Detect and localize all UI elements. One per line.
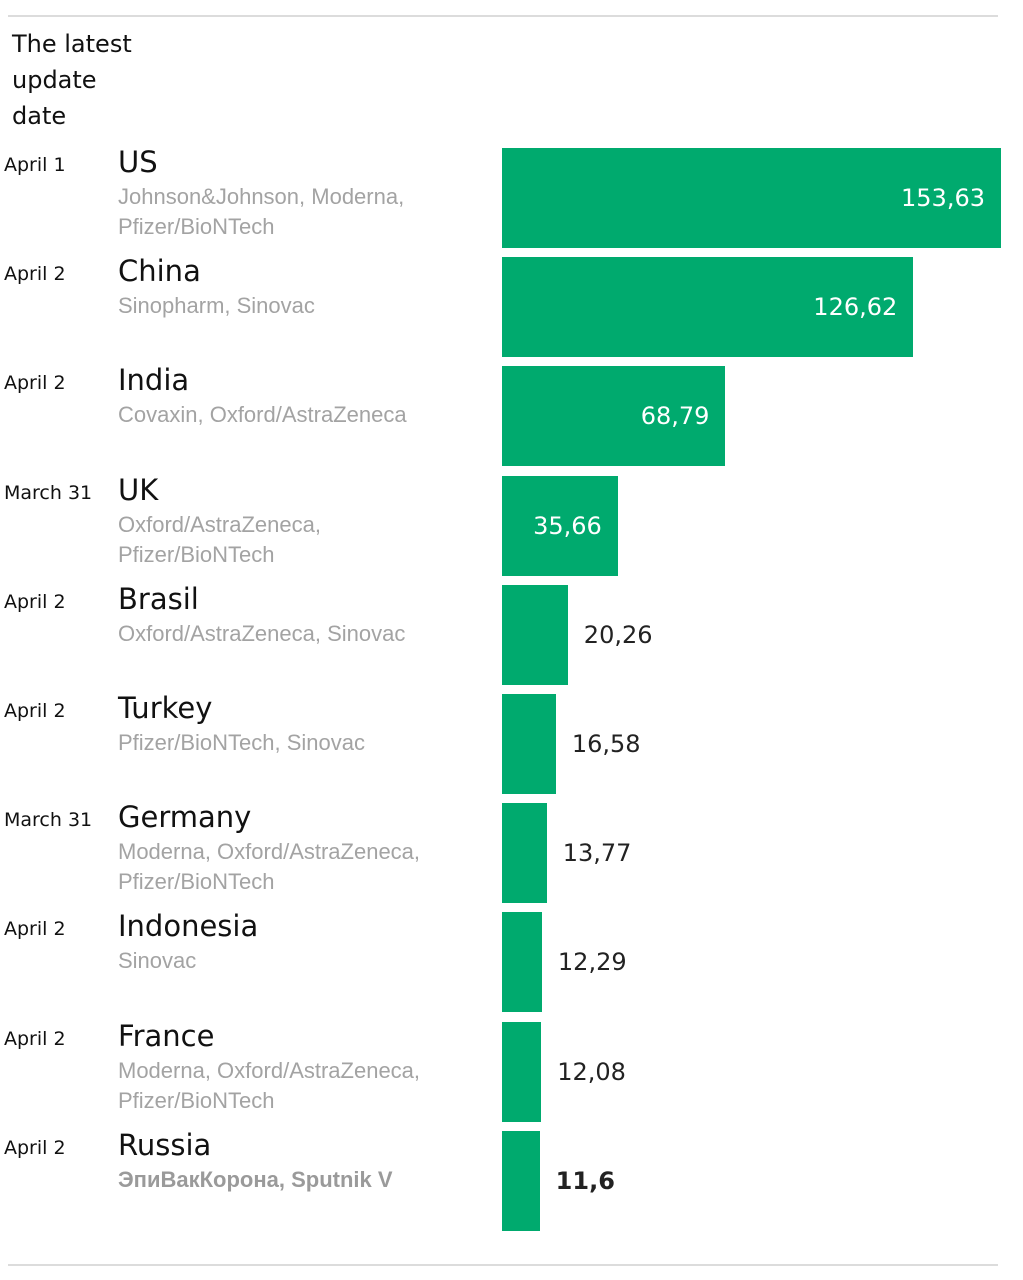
- value-bar: [502, 148, 1001, 248]
- value-bar: [502, 257, 914, 358]
- country-label: UK: [118, 472, 159, 507]
- chart-row: March 31 Germany Moderna, Oxford/AstraZene…: [0, 800, 1023, 904]
- vaccine-list: Moderna, Oxford/AstraZeneca, Pfizer/BioN…: [118, 839, 421, 895]
- value-bar: [502, 694, 556, 794]
- vaccine-list: Covaxin, Oxford/AstraZeneca: [118, 402, 407, 428]
- chart-row: April 2 Brasil Oxford/AstraZeneca, Sinovac…: [0, 581, 1023, 685]
- country-label: US: [118, 145, 158, 179]
- date-column-header: The latest update date: [12, 26, 152, 134]
- update-date: April 2: [4, 918, 66, 941]
- country-label: Russia: [118, 1127, 212, 1162]
- update-date: March 31: [4, 481, 93, 504]
- update-date: April 2: [4, 700, 66, 722]
- vaccine-list: Sinovac: [118, 948, 197, 974]
- value-label: 153,63: [901, 184, 985, 212]
- chart-row: March 31 UK Oxford/AstraZeneca, Pfizer/Bio…: [0, 472, 1023, 576]
- country-label: India: [118, 363, 190, 398]
- vaccine-list: ЭпиВакКорона, Sputnik V: [118, 1166, 393, 1192]
- country-label: Indonesia: [118, 909, 259, 944]
- chart-row: April 2 China Sinopharm, Sinovac 126,62: [0, 254, 1023, 358]
- update-date: April 2: [4, 1136, 66, 1159]
- header-line-1: The latest: [12, 30, 132, 58]
- country-label: Turkey: [118, 691, 213, 725]
- value-bar: [502, 1130, 540, 1231]
- chart-row: April 2 Indonesia Sinovac 12,29: [0, 909, 1023, 1013]
- value-label: 12,08: [557, 1057, 626, 1086]
- vaccine-list: Sinopharm, Sinovac: [118, 293, 315, 319]
- country-label: Brasil: [118, 581, 199, 616]
- vaccine-list: Oxford/AstraZeneca, Sinovac: [118, 620, 406, 646]
- country-label: China: [118, 254, 201, 289]
- value-bar: [502, 584, 568, 685]
- value-bar: [502, 803, 547, 904]
- value-label: 35,66: [533, 511, 602, 540]
- country-label: Germany: [118, 800, 252, 835]
- value-label: 68,79: [640, 402, 710, 431]
- country-label: France: [118, 1018, 215, 1053]
- vaccine-list: Moderna, Oxford/AstraZeneca, Pfizer/BioN…: [118, 1057, 421, 1113]
- vaccine-list: Pfizer/BioNTech, Sinovac: [118, 730, 365, 755]
- value-label: 16,58: [571, 730, 641, 758]
- chart-row: April 2 Turkey Pfizer/BioNTech, Sinovac 16,…: [0, 691, 1023, 794]
- top-divider: [8, 15, 998, 17]
- value-label: 11,6: [555, 1166, 615, 1195]
- header-line-2: update: [12, 66, 97, 94]
- chart-row: April 2 India Covaxin, Oxford/AstraZeneca 6…: [0, 363, 1023, 467]
- value-label: 126,62: [813, 293, 898, 322]
- value-label: 13,77: [562, 839, 632, 868]
- chart-row: April 1 US Johnson&Johnson, Moderna, Pfize…: [0, 145, 1023, 248]
- update-date: April 2: [4, 1027, 66, 1050]
- value-bar: [502, 1021, 542, 1122]
- update-date: April 2: [4, 263, 66, 286]
- value-bar: [502, 912, 542, 1013]
- header-line-3: date: [12, 102, 67, 130]
- vaccine-list: Johnson&Johnson, Moderna, Pfizer/BioNTec…: [118, 184, 405, 239]
- value-bar: [502, 475, 618, 576]
- value-bar: [502, 366, 726, 467]
- bottom-divider: [8, 1264, 998, 1266]
- update-date: April 2: [4, 590, 66, 613]
- update-date: April 2: [4, 372, 66, 395]
- update-date: April 1: [4, 154, 66, 176]
- update-date: March 31: [4, 809, 93, 832]
- value-label: 12,29: [557, 948, 627, 977]
- vaccine-list: Oxford/AstraZeneca, Pfizer/BioNTech: [118, 511, 321, 567]
- chart-row: April 2 Russia ЭпиВакКорона, Sputnik V 11,6: [0, 1127, 1023, 1231]
- chart-row: April 2 France Moderna, Oxford/AstraZeneca…: [0, 1018, 1023, 1122]
- value-label: 20,26: [583, 620, 653, 649]
